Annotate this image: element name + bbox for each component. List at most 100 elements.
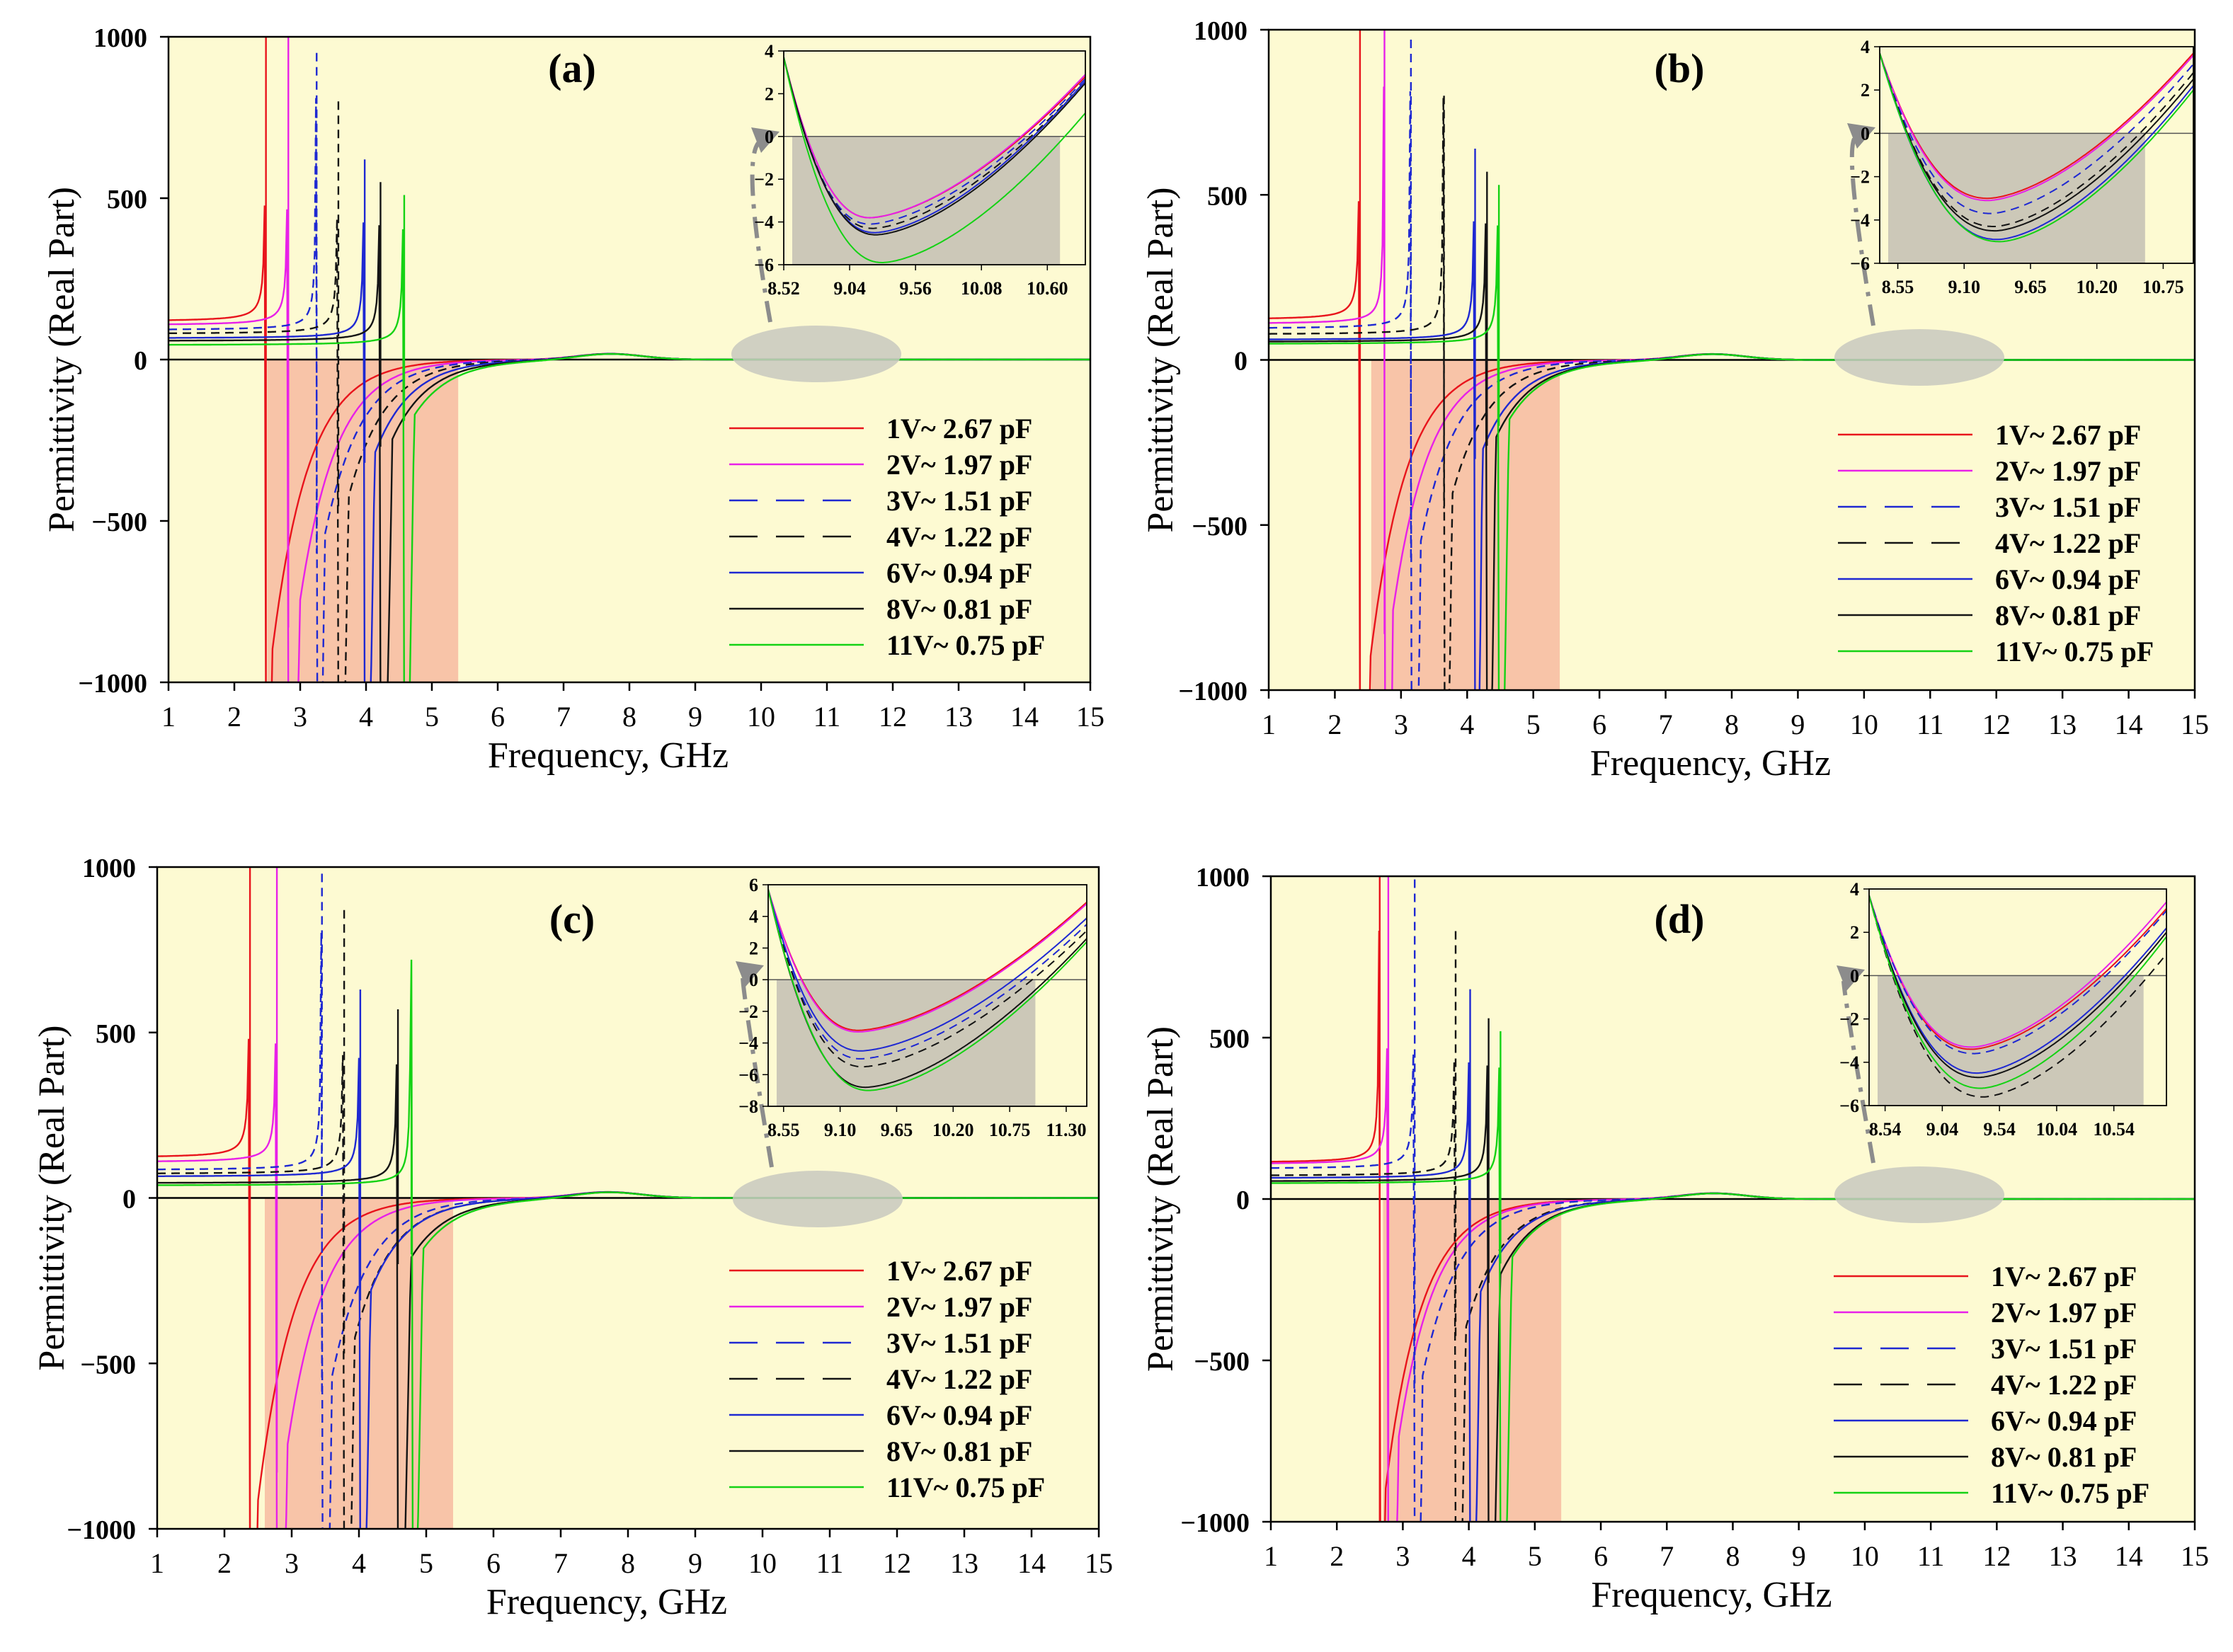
- x-tick-label: 14: [2115, 709, 2143, 740]
- curves: [169, 37, 1090, 682]
- y-axis-label: Permittivity (Real Part): [1141, 187, 1181, 532]
- inset-series-line-6: [784, 57, 1085, 263]
- panel-label: (c): [549, 896, 595, 942]
- x-tick-label: 8: [1726, 1540, 1740, 1572]
- inset-series-line-6: [1869, 895, 2166, 1089]
- x-axis-label: Frequency, GHz: [1590, 743, 1831, 784]
- series-line-2: [1269, 39, 2195, 690]
- inset-x-tick-label: 9.54: [1983, 1119, 2016, 1140]
- legend-label-2: 3V~ 1.51 pF: [1995, 491, 2141, 523]
- inset: 8.55 9.10 9.65 10.20 10.75 4 2 0 −2 −4 −6: [1850, 37, 2194, 297]
- inset-y-tick-label: 6: [749, 875, 758, 895]
- inset-y-tick-label: −2: [738, 1002, 758, 1022]
- legend-label-6: 11V~ 0.75 pF: [1995, 636, 2154, 667]
- legend-label-1: 2V~ 1.97 pF: [886, 1291, 1032, 1323]
- x-tick-label: 7: [556, 701, 571, 733]
- inset-series-line-4: [768, 889, 1087, 1052]
- y-tick-label: 500: [1207, 181, 1247, 211]
- inset-y-tick-label: −2: [1850, 167, 1870, 188]
- inset-series-line-4: [1869, 895, 2166, 1074]
- inset-y-tick-label: −4: [738, 1033, 758, 1054]
- inset-series-line-0: [1880, 52, 2193, 200]
- panel-0: (a)1 2 3 4 5 6 7 8 9 10 11 12 13 14 1510005000−500−100…: [42, 23, 1104, 776]
- inset-y-tick-label: −6: [754, 255, 774, 275]
- inset: 8.54 9.04 9.54 10.04 10.54 4 2 0 −2 −4 −6: [1839, 879, 2167, 1140]
- x-tick-label: 11: [813, 701, 841, 733]
- x-tick-label: 13: [2048, 709, 2077, 740]
- x-tick-label: 1: [150, 1547, 164, 1579]
- legend-label-3: 4V~ 1.22 pF: [1995, 527, 2141, 559]
- x-tick-label: 9: [1791, 709, 1805, 740]
- x-tick-label: 6: [1594, 1540, 1608, 1572]
- x-tick-label: 2: [1330, 1540, 1344, 1572]
- curves: [1269, 30, 2195, 690]
- y-tick-label: −1000: [1180, 1508, 1250, 1538]
- x-axis-label: Frequency, GHz: [486, 1582, 727, 1622]
- y-tick-label: −1000: [78, 669, 147, 699]
- y-tick-label: −1000: [67, 1515, 136, 1545]
- inset-y-tick-label: −8: [738, 1096, 758, 1117]
- x-tick-label: 3: [1395, 1540, 1410, 1572]
- inset-y-tick-label: 4: [1861, 37, 1870, 57]
- inset: 8.52 9.04 9.56 10.08 10.60 4 2 0 −2 −4 −6: [754, 41, 1086, 299]
- inset-x-tick-label: 9.65: [2014, 277, 2047, 297]
- legend-label-4: 6V~ 0.94 pF: [886, 1399, 1032, 1431]
- inset-series-line-5: [1869, 895, 2166, 1079]
- zoom-arrow-head: [751, 127, 779, 153]
- x-tick-label: 9: [688, 701, 702, 733]
- inset-y-tick-label: −2: [1839, 1009, 1859, 1030]
- inset-curves: [768, 889, 1087, 1091]
- inset-y-tick-label: −6: [738, 1065, 758, 1085]
- x-tick-label: 12: [1982, 709, 2011, 740]
- x-tick-label: 14: [1010, 701, 1039, 733]
- inset-x-tick-label: 10.20: [2076, 277, 2118, 297]
- x-tick-label: 4: [1462, 1540, 1476, 1572]
- inset-series-line-1: [784, 57, 1085, 219]
- inset-series-line-3: [1880, 52, 2193, 227]
- inset-y-tick-label: 0: [765, 127, 774, 147]
- legend-label-2: 3V~ 1.51 pF: [886, 1327, 1032, 1359]
- inset-y-tick-label: −4: [1839, 1052, 1859, 1073]
- x-tick-label: 4: [1460, 709, 1474, 740]
- zoom-ellipse: [733, 1171, 903, 1227]
- x-tick-label: 7: [554, 1547, 568, 1579]
- x-tick-label: 9: [1792, 1540, 1806, 1572]
- inset-series-line-2: [1880, 52, 2193, 214]
- y-tick-label: −1000: [1178, 677, 1247, 706]
- x-tick-label: 8: [621, 1547, 635, 1579]
- x-tick-label: 3: [293, 701, 307, 733]
- x-tick-label: 2: [217, 1547, 232, 1579]
- y-tick-label: 0: [122, 1185, 136, 1215]
- x-tick-label: 4: [359, 701, 373, 733]
- inset-y-tick-label: 0: [749, 970, 758, 990]
- series-line-6: [169, 195, 1090, 682]
- inset-y-tick-label: 2: [765, 84, 774, 104]
- zoom-arrow: [750, 142, 772, 323]
- x-tick-label: 5: [1528, 1540, 1542, 1572]
- y-tick-label: −500: [80, 1350, 136, 1379]
- legend-label-4: 6V~ 0.94 pF: [1995, 563, 2141, 595]
- inset-curves: [1880, 52, 2193, 243]
- negative-permittivity-region: [1383, 1199, 1562, 1522]
- panel-label: (b): [1655, 45, 1705, 91]
- legend-label-4: 6V~ 0.94 pF: [1991, 1405, 2137, 1437]
- inset-series-line-0: [1869, 895, 2166, 1050]
- x-tick-label: 1: [1262, 709, 1276, 740]
- legend-label-0: 1V~ 2.67 pF: [886, 413, 1032, 444]
- x-tick-label: 7: [1660, 1540, 1674, 1572]
- legend-label-4: 6V~ 0.94 pF: [886, 557, 1032, 589]
- inset-y-tick-label: 0: [1861, 123, 1870, 144]
- x-tick-label: 12: [1982, 1540, 2011, 1572]
- x-tick-label: 1: [161, 701, 176, 733]
- inset-y-tick-label: 2: [1861, 80, 1870, 101]
- inset-y-tick-label: −4: [1850, 210, 1870, 231]
- y-tick-label: 1000: [1194, 16, 1247, 46]
- inset-frame: [783, 50, 1086, 265]
- y-tick-label: 1000: [93, 23, 147, 53]
- y-tick-label: −500: [1192, 512, 1247, 541]
- inset-x-tick-label: 9.65: [881, 1120, 913, 1140]
- inset-y-tick-label: −6: [1839, 1096, 1859, 1116]
- x-tick-label: 6: [1592, 709, 1606, 740]
- zoom-ellipse: [1834, 1166, 2004, 1223]
- inset-x-tick-label: 9.04: [833, 278, 866, 299]
